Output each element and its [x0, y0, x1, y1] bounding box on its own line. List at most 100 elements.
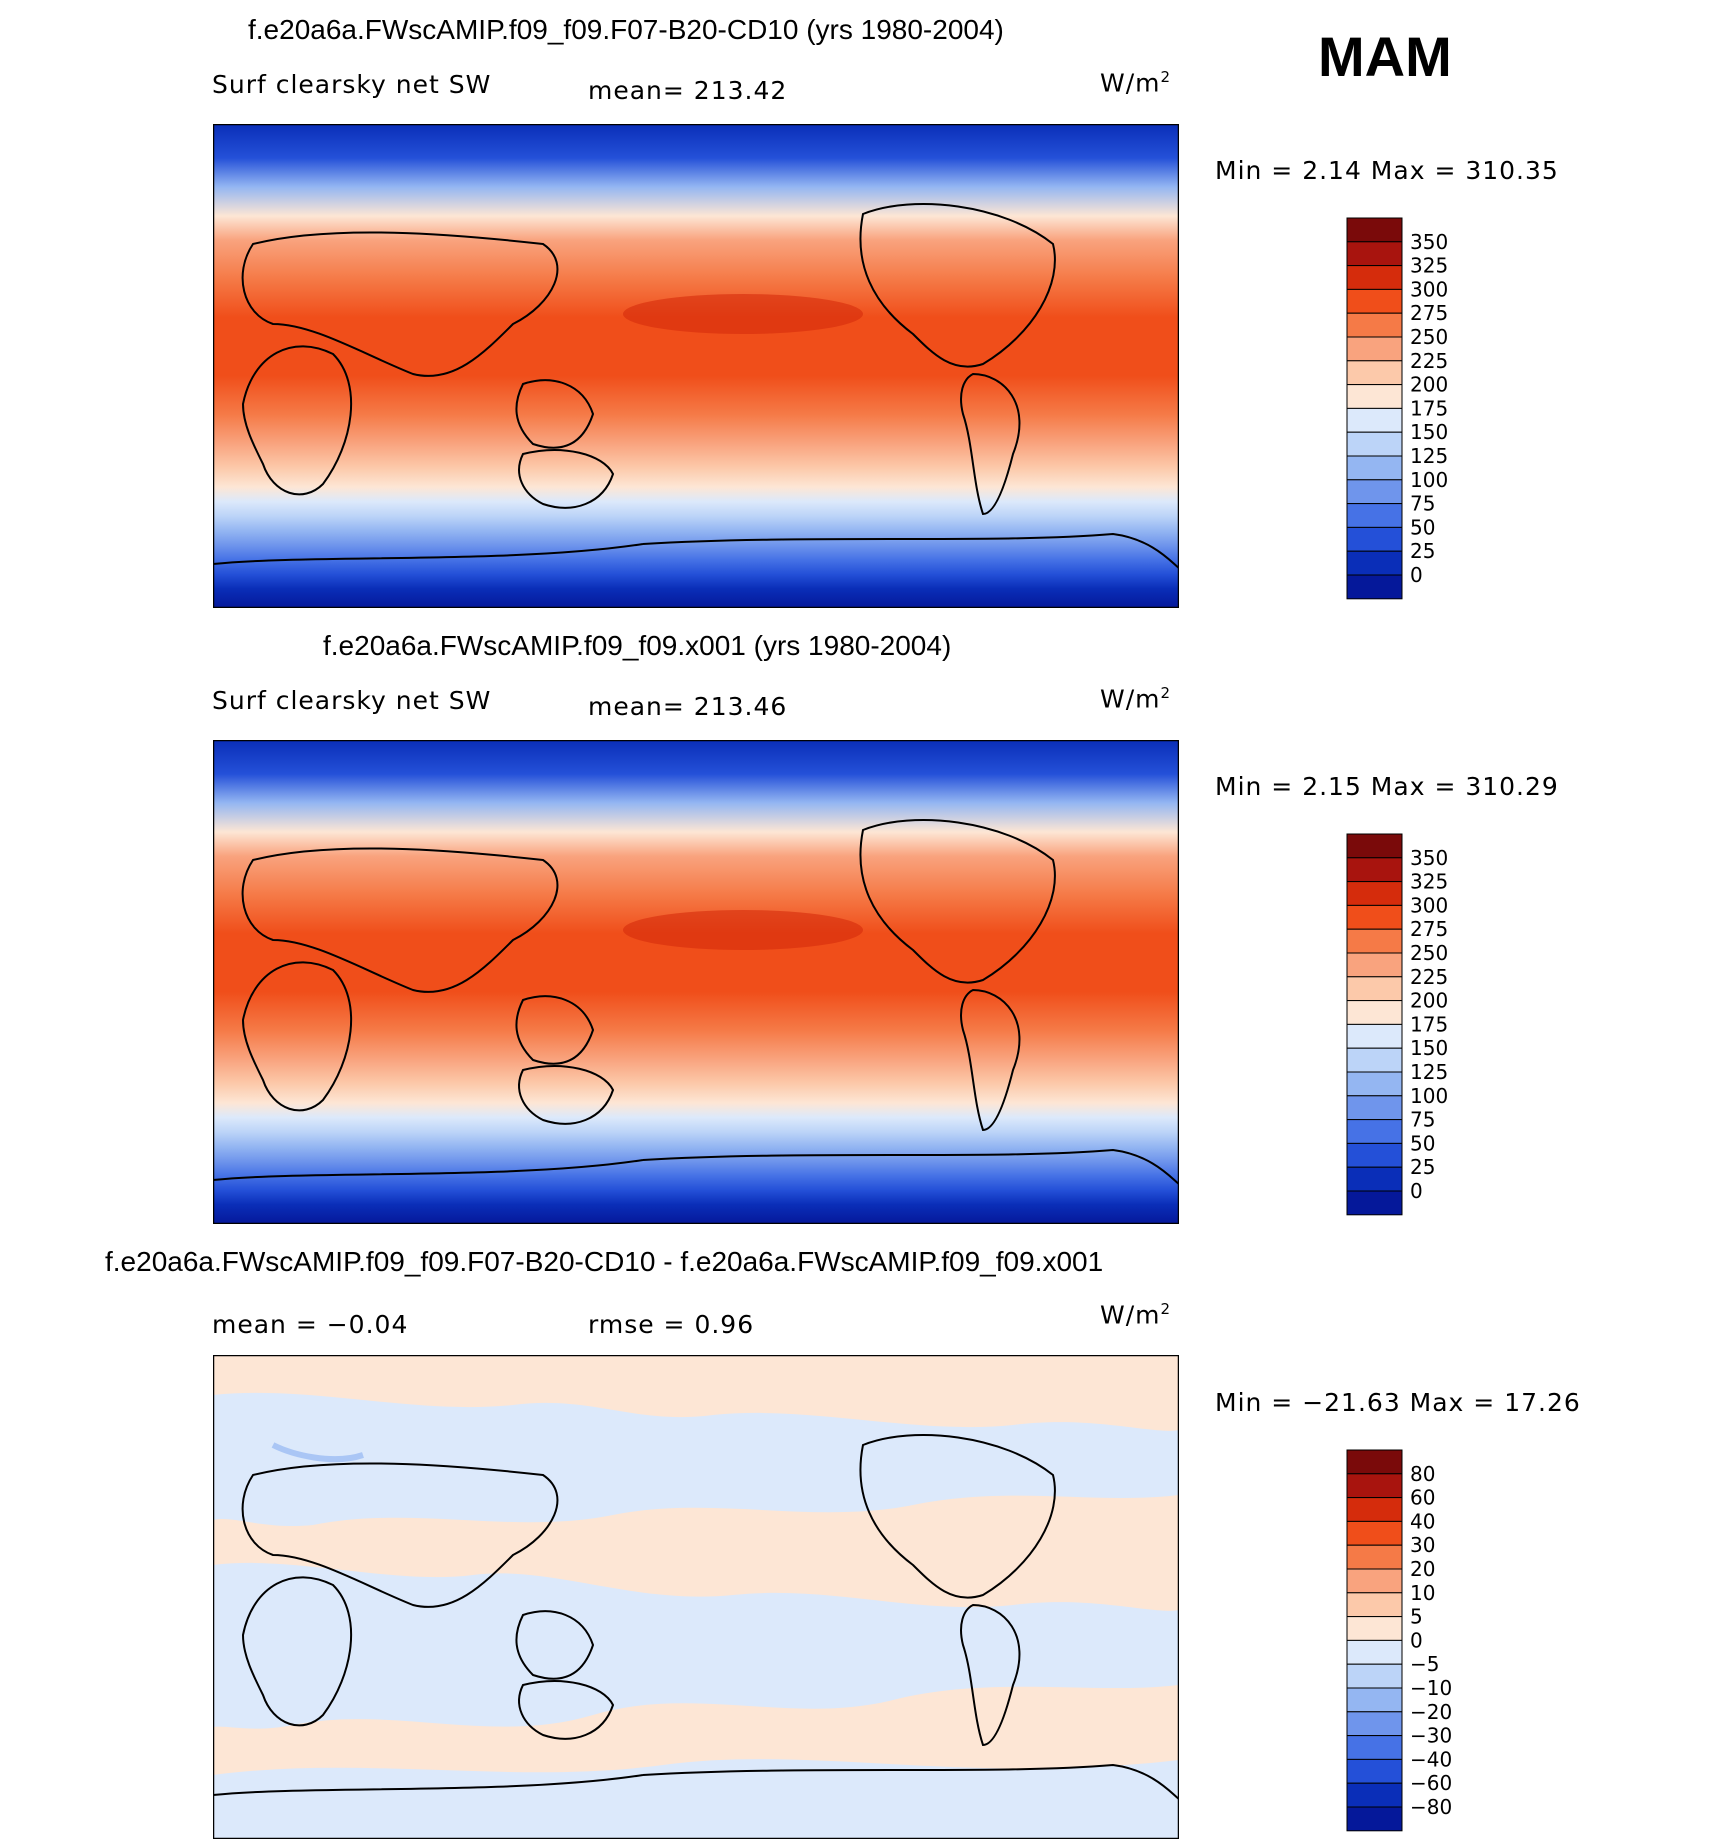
colorbar-box: [1346, 1473, 1403, 1499]
colorbar-tick-label: 325: [1410, 254, 1448, 278]
colorbar-box: [1346, 1119, 1403, 1144]
colorbar-box: [1346, 265, 1403, 290]
colorbar-tick-label: −10: [1410, 1676, 1452, 1700]
panel3-map: [213, 1355, 1179, 1839]
colorbar-box: [1346, 241, 1403, 267]
colorbar-tick-label: 125: [1410, 1060, 1448, 1084]
colorbar-box: [1346, 574, 1403, 600]
colorbar-tick-label: −80: [1410, 1795, 1452, 1819]
panel2-maximum-region: [623, 910, 863, 950]
panel1-units: W/m2: [1100, 68, 1172, 98]
colorbar-box: [1346, 360, 1403, 386]
panel1-maximum-region: [623, 294, 863, 334]
panel1-title: f.e20a6a.FWscAMIP.f09_f09.F07-B20-CD10 (…: [248, 14, 1004, 45]
colorbar-tick-label: 25: [1410, 1155, 1435, 1179]
season-label: MAM: [1318, 25, 1452, 88]
panel1-frame: [213, 124, 1179, 608]
colorbar-box: [1346, 336, 1403, 362]
colorbar-tick-label: 200: [1410, 989, 1448, 1013]
panel1-coastlines: [213, 203, 1179, 569]
colorbar-box: [1346, 904, 1403, 930]
colorbar-tick-label: 10: [1410, 1581, 1435, 1605]
colorbar-tick-label: 60: [1410, 1486, 1435, 1510]
panel2-map: [213, 740, 1179, 1224]
colorbar-box: [1346, 384, 1403, 409]
colorbar-box: [1346, 1568, 1403, 1594]
colorbar-tick-label: 150: [1410, 1036, 1448, 1060]
panel3-minimum-region: [271, 1442, 364, 1463]
colorbar-tick-label: −5: [1410, 1652, 1439, 1676]
colorbar-tick-label: 50: [1410, 1131, 1435, 1155]
colorbar-box: [1346, 1190, 1403, 1216]
colorbar-box: [1346, 1071, 1403, 1097]
colorbar-box: [1346, 431, 1403, 457]
colorbar-box: [1346, 857, 1403, 883]
colorbar-box: [1346, 288, 1403, 314]
panel2-mean-label: mean= 213.46: [588, 692, 788, 721]
panel2-title: f.e20a6a.FWscAMIP.f09_f09.x001 (yrs 1980…: [323, 630, 952, 661]
colorbar-box: [1346, 976, 1403, 1002]
colorbar-tick-label: 350: [1410, 230, 1448, 254]
panel2-coastlines: [213, 819, 1179, 1185]
colorbar-box: [1346, 1782, 1403, 1808]
colorbar-box: [1346, 952, 1403, 978]
colorbar-box: [1346, 312, 1403, 338]
colorbar-box: [1346, 928, 1403, 954]
colorbar-box: [1346, 407, 1403, 433]
colorbar-box: [1346, 503, 1403, 528]
panel3-frame: [213, 1355, 1179, 1839]
panel1-minmax: Min = 2.14 Max = 310.35: [1215, 156, 1559, 185]
panel3-units: W/m2: [1100, 1300, 1172, 1330]
colorbar-tick-label: 50: [1410, 515, 1435, 539]
colorbar-tick-label: 40: [1410, 1509, 1435, 1533]
colorbar-box: [1346, 1520, 1403, 1546]
colorbar-box: [1346, 217, 1403, 243]
panel3-title: f.e20a6a.FWscAMIP.f09_f09.F07-B20-CD10 -…: [105, 1246, 1104, 1277]
colorbar-tick-label: 20: [1410, 1557, 1435, 1581]
panel1-map: [213, 124, 1179, 608]
colorbar-box: [1346, 1616, 1403, 1641]
colorbar-tick-label: 175: [1410, 396, 1448, 420]
panel2-variable-label: Surf clearsky net SW: [212, 686, 492, 715]
colorbar-box: [1346, 1687, 1403, 1713]
panel3-coastlines: [213, 1434, 1179, 1800]
colorbar-tick-label: 250: [1410, 941, 1448, 965]
colorbar-tick-label: −30: [1410, 1724, 1452, 1748]
panel2-minmax: Min = 2.15 Max = 310.29: [1215, 772, 1559, 801]
colorbar-box: [1346, 1095, 1403, 1121]
colorbar-box: [1346, 1047, 1403, 1073]
colorbar-box: [1346, 1711, 1403, 1737]
colorbar-box: [1346, 550, 1403, 576]
colorbar-tick-label: 275: [1410, 301, 1448, 325]
panel2-frame: [213, 740, 1179, 1224]
colorbar-tick-label: 300: [1410, 893, 1448, 917]
colorbar-box: [1346, 1166, 1403, 1192]
colorbar-box: [1346, 1544, 1403, 1570]
colorbar-box: [1346, 479, 1403, 505]
panel1-variable-label: Surf clearsky net SW: [212, 70, 492, 99]
colorbar-tick-label: 5: [1410, 1605, 1423, 1629]
colorbar-box: [1346, 1663, 1403, 1689]
colorbar-tick-label: 0: [1410, 563, 1423, 587]
colorbar-box: [1346, 1806, 1403, 1832]
panel2-field: [213, 740, 1179, 1224]
colorbar-tick-label: 80: [1410, 1462, 1435, 1486]
colorbar-tick-label: 75: [1410, 1108, 1435, 1132]
panel3-negative-regions: [213, 1392, 1179, 1839]
colorbar-box: [1346, 1639, 1403, 1665]
colorbar-tick-label: 225: [1410, 349, 1448, 373]
colorbar-tick-label: 0: [1410, 1628, 1423, 1652]
colorbar-box: [1346, 833, 1403, 859]
colorbar-tick-label: 325: [1410, 870, 1448, 894]
colorbar-tick-label: 175: [1410, 1012, 1448, 1036]
colorbar-tick-label: 350: [1410, 846, 1448, 870]
colorbar-tick-label: −40: [1410, 1747, 1452, 1771]
colorbar-box: [1346, 1735, 1403, 1760]
panel1-mean-label: mean= 213.42: [588, 76, 788, 105]
colorbar-tick-label: 25: [1410, 539, 1435, 563]
colorbar-tick-label: 30: [1410, 1533, 1435, 1557]
colorbar-tick-label: 300: [1410, 277, 1448, 301]
colorbar-tick-label: 125: [1410, 444, 1448, 468]
